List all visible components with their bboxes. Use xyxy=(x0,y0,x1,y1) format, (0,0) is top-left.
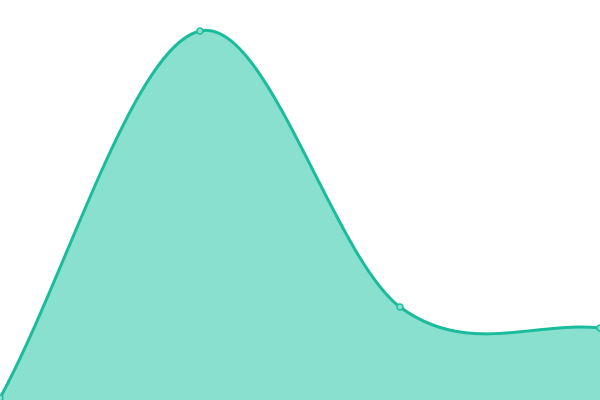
series-line xyxy=(0,29,600,399)
data-point-2 xyxy=(396,303,404,311)
area-fill xyxy=(0,30,600,400)
data-point-0 xyxy=(0,394,4,400)
data-point-3 xyxy=(596,324,600,332)
data-point-1 xyxy=(196,27,204,35)
data-markers xyxy=(0,27,600,400)
